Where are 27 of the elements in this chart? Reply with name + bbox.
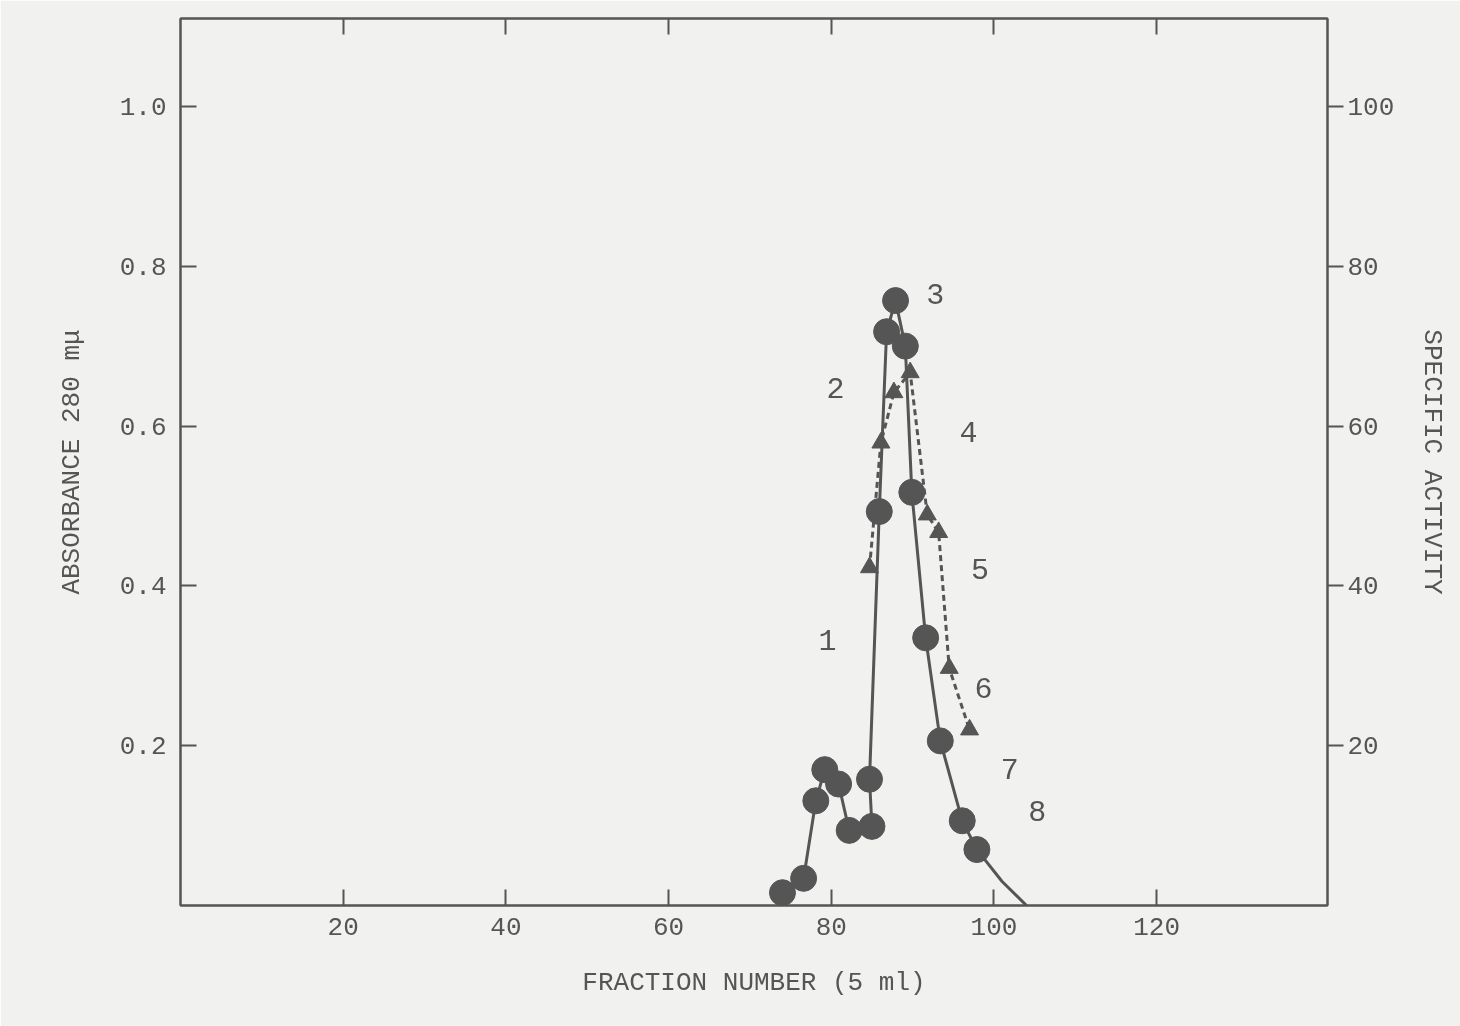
y-tick-label: 0.8 [119, 252, 167, 283]
y-tick-label: 1.0 [119, 92, 167, 123]
x-axis-title: FRACTION NUMBER (5 ml) [582, 967, 926, 998]
annotation: 3 [926, 279, 945, 314]
x-tick-label: 40 [490, 912, 522, 943]
x-tick-label: 20 [327, 912, 359, 943]
y2-tick-label: 60 [1347, 412, 1379, 443]
annotation: 6 [974, 673, 993, 708]
annotation: 5 [970, 554, 989, 589]
x-tick-label: 80 [815, 912, 847, 943]
y-tick-label: 0.2 [119, 732, 167, 763]
y2-tick-label: 100 [1347, 92, 1395, 123]
annotation: 2 [826, 373, 845, 408]
x-tick-label: 120 [1133, 912, 1181, 943]
y2-tick-label: 40 [1347, 572, 1379, 603]
x-tick-label: 60 [652, 912, 685, 943]
annotation: 4 [959, 416, 978, 451]
y2-tick-label: 80 [1347, 252, 1379, 283]
y-axis-title: ABSORBANCE 280 mμ [56, 329, 87, 595]
annotation: 1 [818, 625, 837, 660]
annotation: 7 [1000, 753, 1019, 788]
y2-tick-label: 20 [1347, 732, 1379, 763]
y-tick-label: 0.4 [119, 572, 167, 603]
annotation: 8 [1028, 796, 1047, 831]
y-tick-label: 0.6 [119, 412, 167, 443]
x-tick-label: 100 [970, 912, 1018, 943]
y2-axis-title: SPECIFIC ACTIVITY [1417, 329, 1448, 596]
